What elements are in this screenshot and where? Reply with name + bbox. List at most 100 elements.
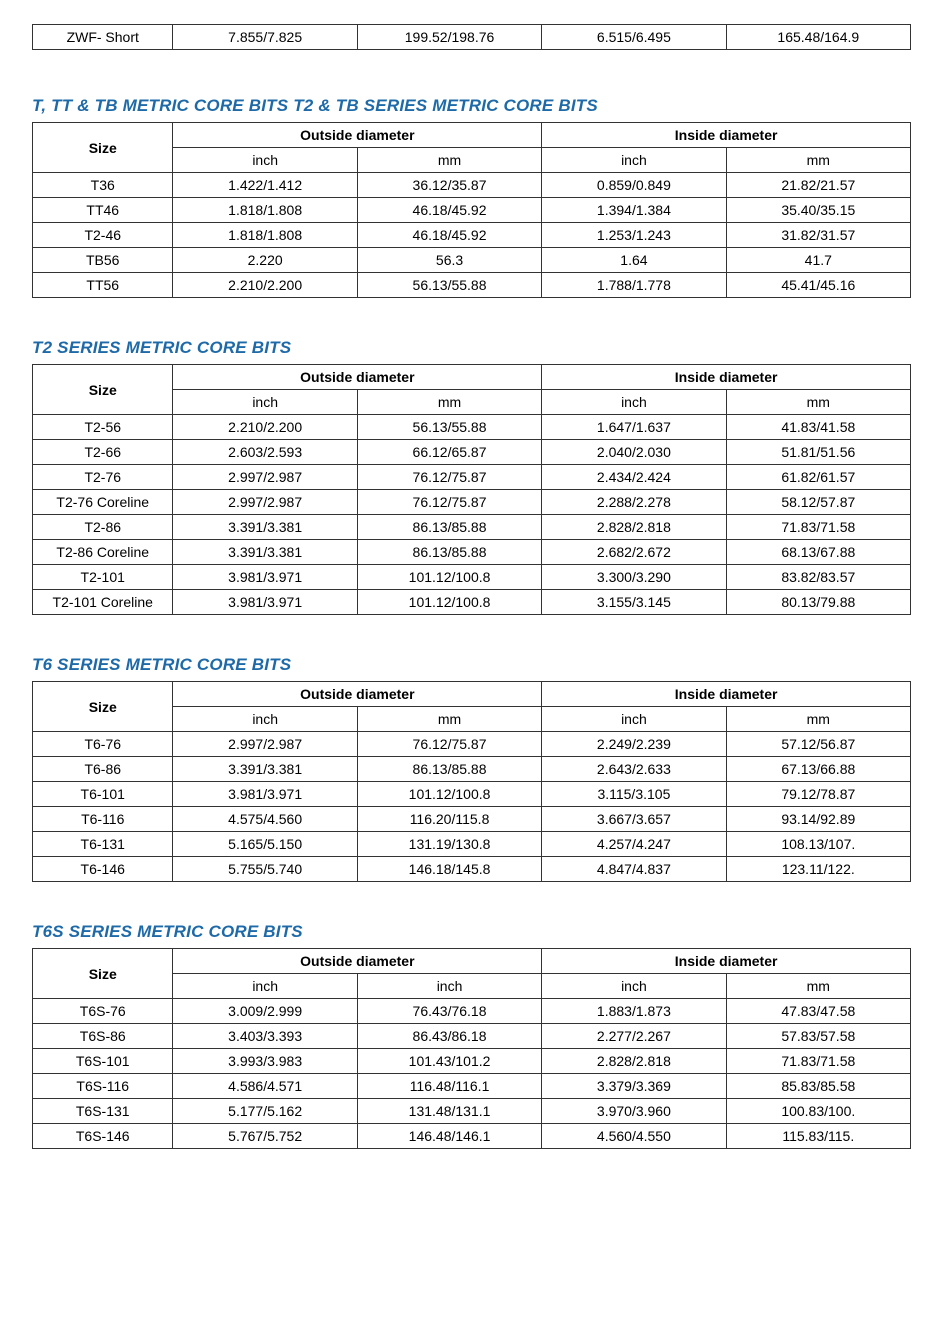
table-row: T6S-763.009/2.99976.43/76.181.883/1.8734… [33,999,911,1024]
col-id-unit-2: mm [726,974,910,999]
spec-section: T2 SERIES METRIC CORE BITS SizeOutside di… [32,338,911,615]
table-row: T2-562.210/2.20056.13/55.881.647/1.63741… [33,415,911,440]
cell-od-mm: 146.18/145.8 [357,857,541,882]
cell-id-mm: 165.48/164.9 [726,25,910,50]
col-group-outside-diameter: Outside diameter [173,682,542,707]
cell-od-inch: 3.391/3.381 [173,757,357,782]
cell-id-inch: 1.64 [542,248,726,273]
cell-id-inch: 3.300/3.290 [542,565,726,590]
cell-id-inch: 4.847/4.837 [542,857,726,882]
cell-od-inch: 3.981/3.971 [173,782,357,807]
col-group-outside-diameter: Outside diameter [173,123,542,148]
cell-od-inch: 3.391/3.381 [173,540,357,565]
cell-od-mm: 76.12/75.87 [357,490,541,515]
table-header-row: SizeOutside diameterInside diameter [33,123,911,148]
cell-size: T6S-76 [33,999,173,1024]
table-row: T6S-1465.767/5.752146.48/146.14.560/4.55… [33,1124,911,1149]
cell-id-inch: 2.040/2.030 [542,440,726,465]
cell-size: ZWF- Short [33,25,173,50]
col-od-unit-2: mm [357,148,541,173]
cell-size: T6S-131 [33,1099,173,1124]
spec-section: T, TT & TB METRIC CORE BITS T2 & TB SERI… [32,96,911,298]
table-row: T2-461.818/1.80846.18/45.921.253/1.24331… [33,223,911,248]
cell-od-mm: 101.12/100.8 [357,782,541,807]
cell-od-inch: 5.177/5.162 [173,1099,357,1124]
cell-id-mm: 47.83/47.58 [726,999,910,1024]
cell-od-mm: 36.12/35.87 [357,173,541,198]
table-header-row: SizeOutside diameterInside diameter [33,682,911,707]
cell-od-inch: 2.997/2.987 [173,490,357,515]
cell-id-inch: 2.643/2.633 [542,757,726,782]
cell-id-mm: 31.82/31.57 [726,223,910,248]
table-row: T361.422/1.41236.12/35.870.859/0.84921.8… [33,173,911,198]
cell-od-inch: 3.993/3.983 [173,1049,357,1074]
cell-od-inch: 3.403/3.393 [173,1024,357,1049]
cell-size: T6-131 [33,832,173,857]
cell-size: TB56 [33,248,173,273]
col-id-unit-1: inch [542,390,726,415]
cell-id-inch: 2.434/2.424 [542,465,726,490]
cell-od-inch: 1.818/1.808 [173,223,357,248]
cell-size: T6-86 [33,757,173,782]
col-size: Size [33,123,173,173]
cell-id-mm: 58.12/57.87 [726,490,910,515]
cell-id-inch: 3.379/3.369 [542,1074,726,1099]
cell-od-mm: 131.48/131.1 [357,1099,541,1124]
col-od-unit-1: inch [173,974,357,999]
table-row: T6-1164.575/4.560116.20/115.83.667/3.657… [33,807,911,832]
cell-od-mm: 86.13/85.88 [357,515,541,540]
section-title: T2 SERIES METRIC CORE BITS [32,338,911,358]
table-header-row: SizeOutside diameterInside diameter [33,949,911,974]
col-od-unit-2: mm [357,390,541,415]
cell-od-mm: 86.43/86.18 [357,1024,541,1049]
cell-id-inch: 3.970/3.960 [542,1099,726,1124]
cell-od-inch: 3.981/3.971 [173,590,357,615]
cell-size: T2-86 [33,515,173,540]
col-id-unit-2: mm [726,390,910,415]
table-row: T2-1013.981/3.971101.12/100.83.300/3.290… [33,565,911,590]
col-id-unit-2: mm [726,148,910,173]
section-title: T6 SERIES METRIC CORE BITS [32,655,911,675]
cell-id-mm: 80.13/79.88 [726,590,910,615]
table-row: T6S-1013.993/3.983101.43/101.22.828/2.81… [33,1049,911,1074]
cell-od-mm: 56.3 [357,248,541,273]
cell-size: T36 [33,173,173,198]
table-row: TT461.818/1.80846.18/45.921.394/1.38435.… [33,198,911,223]
cell-id-mm: 21.82/21.57 [726,173,910,198]
col-size: Size [33,682,173,732]
section-title: T6S SERIES METRIC CORE BITS [32,922,911,942]
cell-size: T6-116 [33,807,173,832]
cell-size: T2-86 Coreline [33,540,173,565]
col-od-unit-2: mm [357,707,541,732]
cell-id-mm: 41.83/41.58 [726,415,910,440]
cell-id-mm: 41.7 [726,248,910,273]
cell-id-inch: 3.115/3.105 [542,782,726,807]
cell-id-inch: 2.828/2.818 [542,1049,726,1074]
spec-table: SizeOutside diameterInside diameterinchm… [32,681,911,882]
cell-id-inch: 2.288/2.278 [542,490,726,515]
table-row: ZWF- Short 7.855/7.825 199.52/198.76 6.5… [33,25,911,50]
cell-od-in: 7.855/7.825 [173,25,357,50]
col-group-outside-diameter: Outside diameter [173,949,542,974]
cell-id-mm: 35.40/35.15 [726,198,910,223]
cell-id-mm: 57.83/57.58 [726,1024,910,1049]
cell-od-mm: 101.43/101.2 [357,1049,541,1074]
section-title: T, TT & TB METRIC CORE BITS T2 & TB SERI… [32,96,911,116]
cell-od-inch: 4.586/4.571 [173,1074,357,1099]
cell-od-inch: 2.220 [173,248,357,273]
cell-id-mm: 115.83/115. [726,1124,910,1149]
col-od-unit-2: inch [357,974,541,999]
table-row: T6-863.391/3.38186.13/85.882.643/2.63367… [33,757,911,782]
cell-od-mm: 76.43/76.18 [357,999,541,1024]
cell-size: T6S-101 [33,1049,173,1074]
spec-table: SizeOutside diameterInside diameterinchm… [32,122,911,298]
cell-od-mm: 56.13/55.88 [357,415,541,440]
cell-od-inch: 2.210/2.200 [173,415,357,440]
table-row: T6-1465.755/5.740146.18/145.84.847/4.837… [33,857,911,882]
cell-od-mm: 46.18/45.92 [357,223,541,248]
cell-od-mm: 86.13/85.88 [357,540,541,565]
cell-id-inch: 3.667/3.657 [542,807,726,832]
cell-id-inch: 1.883/1.873 [542,999,726,1024]
cell-id-mm: 51.81/51.56 [726,440,910,465]
spec-table: SizeOutside diameterInside diameterinchm… [32,364,911,615]
